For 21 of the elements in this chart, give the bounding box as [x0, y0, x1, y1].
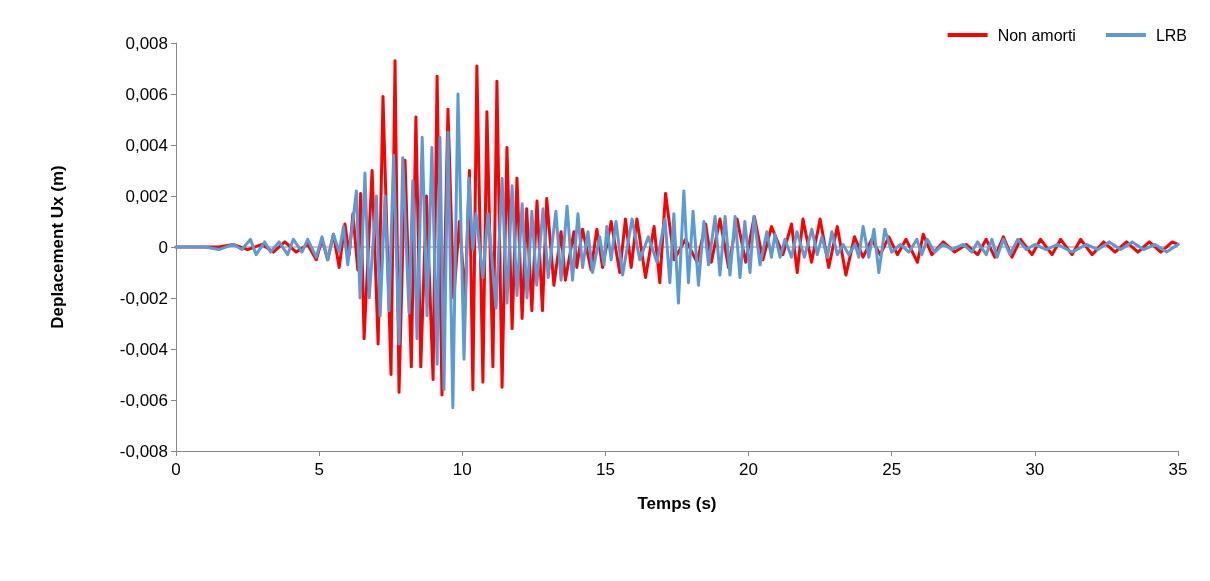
- y-tick-label: 0,004: [125, 135, 168, 155]
- y-axis-title: Deplacement Ux (m): [48, 165, 67, 329]
- y-tick-label: 0: [158, 237, 168, 257]
- legend-label: Non amorti: [997, 26, 1076, 44]
- x-tick-label: 35: [1168, 460, 1188, 479]
- x-tick-label: 15: [595, 460, 615, 479]
- y-tick-label: 0,002: [125, 186, 168, 206]
- x-tick-label: 30: [1025, 460, 1045, 479]
- y-tick-label: 0,006: [125, 84, 168, 104]
- x-tick-label: 0: [171, 460, 181, 479]
- x-tick-label: 10: [452, 460, 472, 479]
- y-tick-label: 0,008: [125, 33, 168, 53]
- y-tick-label: -0,002: [119, 288, 168, 308]
- y-tick-label: -0,008: [119, 441, 168, 461]
- y-tick-label: -0,004: [119, 339, 168, 359]
- x-tick-label: 5: [314, 460, 324, 479]
- x-tick-label: 20: [739, 460, 759, 479]
- x-tick-label: 25: [882, 460, 902, 479]
- y-tick-label: -0,006: [119, 390, 168, 410]
- legend-label: LRB: [1155, 26, 1187, 44]
- x-axis-title: Temps (s): [637, 494, 717, 513]
